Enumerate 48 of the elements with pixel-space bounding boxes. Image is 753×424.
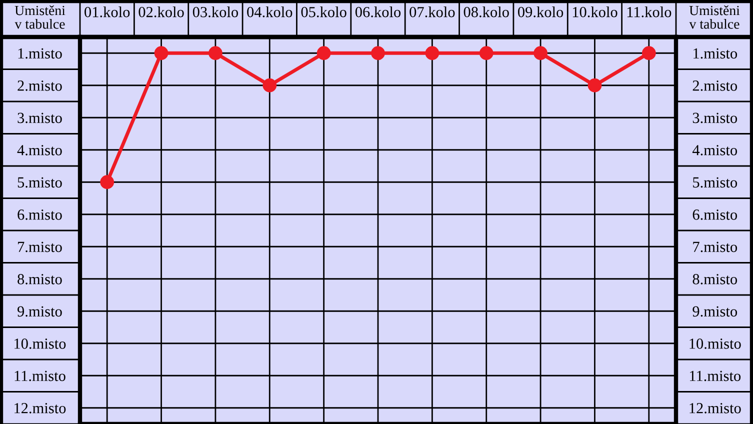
y2-tick-label: 5.misto	[693, 177, 738, 188]
x-tick-label: 04.kolo	[247, 6, 292, 18]
y2-tick-label: 11.misto	[690, 370, 741, 382]
point	[425, 46, 440, 60]
x-tick-label: 08.kolo	[464, 6, 509, 18]
y2-tick-label: 3.misto	[692, 112, 738, 124]
y-axis-title: Umistěni v tabulce	[14, 5, 66, 29]
point	[371, 46, 385, 60]
y-tick-label: 4.misto	[17, 145, 62, 156]
y-tick-label: 8.misto	[18, 274, 62, 284]
x-tick-label: 05.kolo	[301, 6, 346, 18]
point	[316, 46, 331, 60]
x-tick-label: 09.kolo	[518, 6, 564, 18]
point	[100, 175, 114, 190]
y2-tick-label: 10.misto	[690, 338, 741, 349]
point	[588, 78, 602, 92]
y2-tick-label: 6.misto	[692, 210, 738, 220]
x-tick-label: 10.kolo	[572, 6, 618, 18]
y-tick-label: 1.misto	[18, 48, 62, 59]
x-tick-label: 03.kolo	[192, 6, 238, 18]
x-tick-label: 11.kolo	[627, 6, 672, 18]
y2-tick-label: 2.misto	[692, 80, 738, 91]
y-tick-label: 2.misto	[18, 80, 62, 91]
point	[479, 46, 494, 60]
x-tick-label: 06.kolo	[355, 6, 401, 18]
point	[154, 46, 168, 60]
y2-tick-label: 12.misto	[690, 403, 741, 414]
y-tick-label: 6.misto	[18, 210, 62, 220]
y-tick-label: 10.misto	[14, 338, 66, 349]
point	[642, 46, 656, 60]
y-tick-label: 3.misto	[18, 112, 62, 124]
y2-tick-label: 7.misto	[693, 242, 738, 252]
y2-axis-title: Umistěni v tabulce	[689, 5, 740, 29]
y2-tick-label: 4.misto	[692, 145, 738, 156]
point	[208, 46, 222, 60]
y-tick-label: 9.misto	[18, 306, 62, 317]
y-tick-label: 5.misto	[18, 177, 62, 188]
y2-tick-label: 8.misto	[692, 274, 738, 284]
y2-tick-label: 1.misto	[694, 48, 738, 59]
y-tick-label: 12.misto	[14, 403, 66, 414]
point	[534, 46, 548, 60]
x-tick-label: 01.kolo	[84, 6, 130, 18]
point	[262, 78, 277, 92]
y2-tick-label: 9.misto	[692, 306, 738, 317]
y-tick-label: 7.misto	[18, 242, 62, 252]
y-tick-label: 11.misto	[14, 370, 66, 382]
x-tick-label: 02.kolo	[138, 6, 184, 18]
x-tick-label: 07.kolo	[410, 6, 455, 18]
